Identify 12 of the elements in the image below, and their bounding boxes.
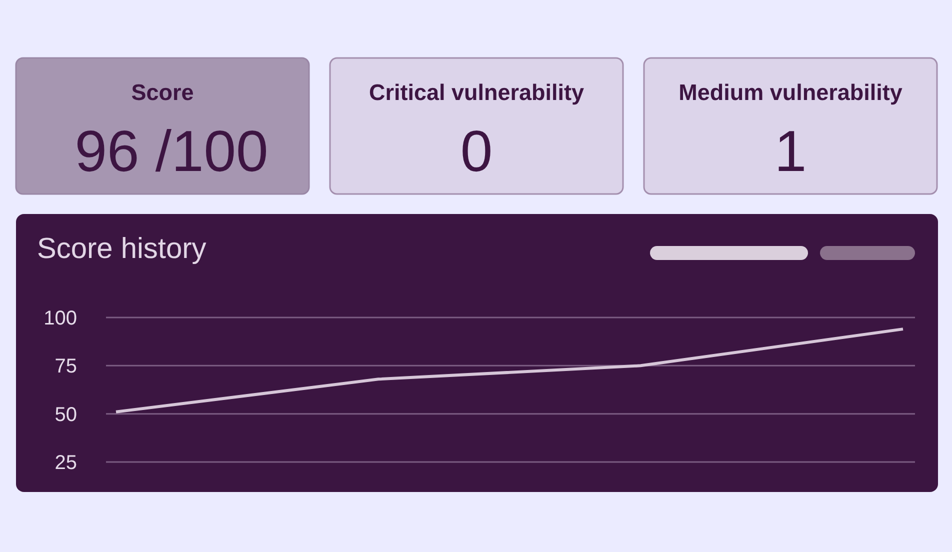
text: Critical vulnerability — [368, 80, 585, 105]
y-tick-label: 75 — [54, 356, 77, 378]
text: 1 — [774, 119, 807, 184]
text: Medium vulnerability — [678, 80, 903, 105]
y-tick-label: 25 — [54, 452, 77, 474]
chart-title: Score history — [37, 233, 207, 265]
line-series — [114, 328, 904, 414]
y-tick-label: 50 — [54, 404, 77, 426]
text: 96 /100 — [74, 119, 268, 184]
text: Score — [131, 80, 194, 105]
y-tick-label: 100 — [44, 308, 77, 330]
text: 0 — [460, 119, 493, 184]
